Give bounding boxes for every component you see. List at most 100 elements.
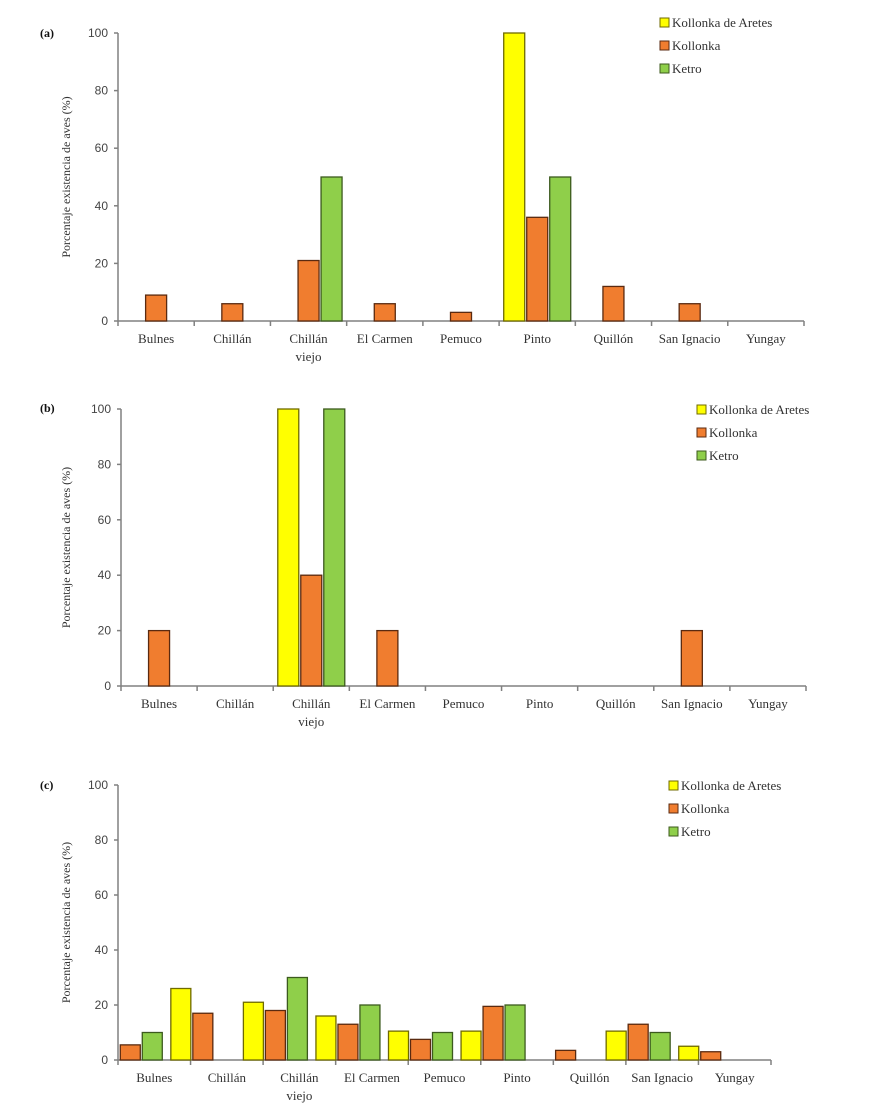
legend: Kollonka de Aretes Kollonka Ketro [668, 778, 781, 839]
y-tick-label: 100 [88, 778, 108, 792]
x-tick-label: Pemuco [443, 696, 485, 711]
x-tick-label: Yungay [746, 331, 786, 346]
bar-kollonka-de-aretes-el-carmen [315, 1015, 337, 1061]
legend-swatch [659, 17, 670, 28]
legend-swatch [696, 450, 707, 461]
bar-kollonka-de-aretes-san-ignacio [605, 1030, 627, 1061]
bar-kollonka-bulnes [119, 1044, 141, 1061]
y-axis-label: Porcentaje existencia de aves (%) [59, 467, 73, 628]
bar-kollonka-pinto [482, 1005, 504, 1061]
bar-kollonka-yungay [700, 1051, 722, 1061]
legend-label: Kollonka de Aretes [672, 15, 772, 30]
bar-ketro-san-ignacio [649, 1031, 671, 1061]
bar-kollonka-chillán-viejo [297, 259, 320, 322]
x-tick-label: Pinto [503, 1070, 530, 1085]
bar-kollonka-pinto [526, 216, 549, 322]
x-tick-label: Bulnes [136, 1070, 172, 1085]
bar-kollonka-de-aretes-chillán-viejo [242, 1001, 265, 1061]
bar-kollonka-de-aretes-yungay [678, 1045, 700, 1061]
bar-ketro-chillán-viejo [320, 176, 343, 322]
x-tick-label: Quillón [594, 331, 634, 346]
y-tick-label: 40 [95, 199, 109, 213]
legend-label: Kollonka de Aretes [709, 402, 809, 417]
bar-kollonka-quillón [554, 1049, 577, 1061]
legend-label: Kollonka [672, 38, 721, 53]
bar-ketro-pinto [549, 176, 572, 322]
y-tick-label: 80 [95, 84, 109, 98]
y-tick-label: 0 [101, 1053, 108, 1067]
y-tick-label: 100 [91, 402, 111, 416]
y-tick-label: 20 [95, 998, 109, 1012]
y-tick-label: 40 [98, 568, 112, 582]
bar-kollonka-bulnes [144, 294, 168, 322]
x-tick-label: Pinto [526, 696, 553, 711]
y-axis-label: Porcentaje existencia de aves (%) [59, 842, 73, 1003]
bar-ketro-el-carmen [359, 1004, 381, 1061]
legend-swatch [668, 803, 679, 814]
y-tick-label: 20 [95, 256, 109, 270]
bar-kollonka-de-aretes-chillán-viejo [277, 408, 300, 687]
legend-swatch [668, 780, 679, 791]
legend-label: Ketro [672, 61, 702, 76]
y-tick-label: 0 [101, 314, 108, 328]
x-tick-label: Chillán viejo [292, 696, 331, 729]
bar-kollonka-chillán [192, 1012, 214, 1061]
y-tick-label: 100 [88, 26, 108, 40]
bar-kollonka-chillán [221, 303, 244, 322]
x-tick-label: El Carmen [357, 331, 413, 346]
legend-label: Kollonka [709, 425, 758, 440]
bar-ketro-pinto [504, 1004, 526, 1061]
x-tick-label: Chillán viejo [289, 331, 328, 364]
x-tick-label: Chillán viejo [280, 1070, 319, 1103]
x-tick-label: El Carmen [344, 1070, 400, 1085]
bar-kollonka-de-aretes-chillán [170, 987, 192, 1061]
x-tick-label: Bulnes [138, 331, 174, 346]
chart-panel-a: (a) Porcentaje existencia de aves (%) 0 20 4… [40, 15, 805, 364]
x-tick-label: San Ignacio [659, 331, 721, 346]
bar-kollonka-san-ignacio [627, 1023, 649, 1061]
x-tick-label: Yungay [748, 696, 788, 711]
x-tick-label: Bulnes [141, 696, 177, 711]
chart-panel-c: (c) Porcentaje existencia de aves (%) 0 20 4… [40, 778, 781, 1103]
bar-kollonka-el-carmen [337, 1023, 359, 1061]
legend-swatch [659, 40, 670, 51]
legend-label: Kollonka de Aretes [681, 778, 781, 793]
bar-kollonka-el-carmen [373, 303, 396, 322]
panel-label: (b) [40, 401, 55, 415]
y-tick-label: 0 [104, 679, 111, 693]
legend-label: Ketro [709, 448, 739, 463]
x-tick-label: Chillán [213, 331, 252, 346]
x-tick-label: Chillán [208, 1070, 247, 1085]
legend: Kollonka de Aretes Kollonka Ketro [696, 402, 809, 463]
legend-label: Kollonka [681, 801, 730, 816]
y-tick-label: 60 [98, 513, 112, 527]
x-tick-label: Chillán [216, 696, 255, 711]
bar-ketro-chillán-viejo [286, 976, 309, 1061]
chart-panel-b: (b) Porcentaje existencia de aves (%) 0 20 4… [40, 401, 809, 729]
legend-label: Ketro [681, 824, 711, 839]
legend: Kollonka de Aretes Kollonka Ketro [659, 15, 772, 76]
y-tick-label: 60 [95, 888, 109, 902]
x-tick-label: El Carmen [359, 696, 415, 711]
panel-label: (c) [40, 778, 53, 792]
bar-ketro-bulnes [141, 1031, 163, 1061]
legend-swatch [668, 826, 679, 837]
x-tick-label: Quillón [596, 696, 636, 711]
bar-kollonka-de-aretes-pinto [460, 1030, 482, 1061]
x-tick-label: San Ignacio [631, 1070, 693, 1085]
x-tick-label: San Ignacio [661, 696, 723, 711]
bar-kollonka-chillán-viejo [264, 1009, 287, 1061]
legend-swatch [696, 404, 707, 415]
x-tick-label: Pemuco [424, 1070, 466, 1085]
bar-kollonka-san-ignacio [680, 629, 703, 687]
legend-swatch [696, 427, 707, 438]
bar-ketro-pemuco [431, 1031, 454, 1061]
y-tick-label: 80 [95, 833, 109, 847]
bar-kollonka-de-aretes-pinto [503, 32, 526, 322]
bar-ketro-chillán-viejo [323, 408, 346, 687]
x-tick-label: Yungay [715, 1070, 755, 1085]
bar-kollonka-bulnes [147, 629, 171, 687]
y-axis-label: Porcentaje existencia de aves (%) [59, 96, 73, 257]
bar-kollonka-pemuco [449, 311, 473, 322]
